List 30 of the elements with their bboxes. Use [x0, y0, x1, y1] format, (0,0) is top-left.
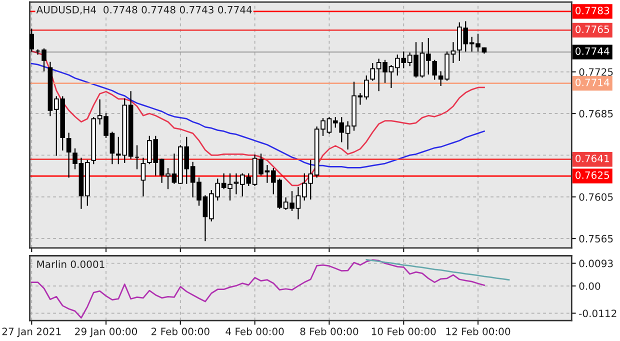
ref-line-label: 0.7625: [576, 171, 610, 179]
line-series: [30, 62, 485, 168]
line-series: [30, 259, 485, 319]
x-tick-label: 27 Jan 2021: [2, 328, 61, 338]
x-tick-label: 29 Jan 00:00: [75, 328, 138, 338]
y-tick-label: 0.7685: [579, 110, 613, 118]
x-tick-label: 2 Feb 00:00: [152, 327, 210, 336]
candlestick: [140, 158, 146, 196]
ref-line-label: 0.7744: [576, 47, 610, 55]
y-tick-label: 0.7605: [579, 193, 613, 201]
x-tick-label: 10 Feb 00:00: [372, 327, 436, 336]
x-tick-label: 8 Feb 00:00: [300, 327, 358, 336]
y-tick-label: 0.0093: [579, 260, 613, 268]
ref-line-label: 0.7714: [576, 78, 610, 86]
candlestick: [30, 28, 34, 52]
candlestick: [66, 132, 72, 178]
line-series: [366, 258, 510, 281]
chart-title: Marlin 0.0001: [37, 260, 104, 268]
ref-line-label: 0.7783: [576, 6, 610, 14]
ref-line-label: 0.7765: [576, 26, 610, 34]
x-tick-label: 12 Feb 00:00: [446, 327, 510, 336]
ref-line-label: 0.7641: [576, 154, 609, 162]
x-tick-label: 4 Feb 00:00: [226, 327, 284, 336]
y-tick-label: 0.00: [579, 282, 600, 290]
y-tick-label: -0.0112: [579, 310, 616, 318]
chart-title: AUDUSD,H4 0.7748 0.7748 0.7743 0.7744: [36, 6, 252, 14]
candlestick: [42, 48, 46, 72]
y-tick-label: 0.7565: [579, 234, 613, 242]
y-tick-label: 0.7725: [579, 68, 613, 76]
candlestick: [432, 60, 438, 80]
